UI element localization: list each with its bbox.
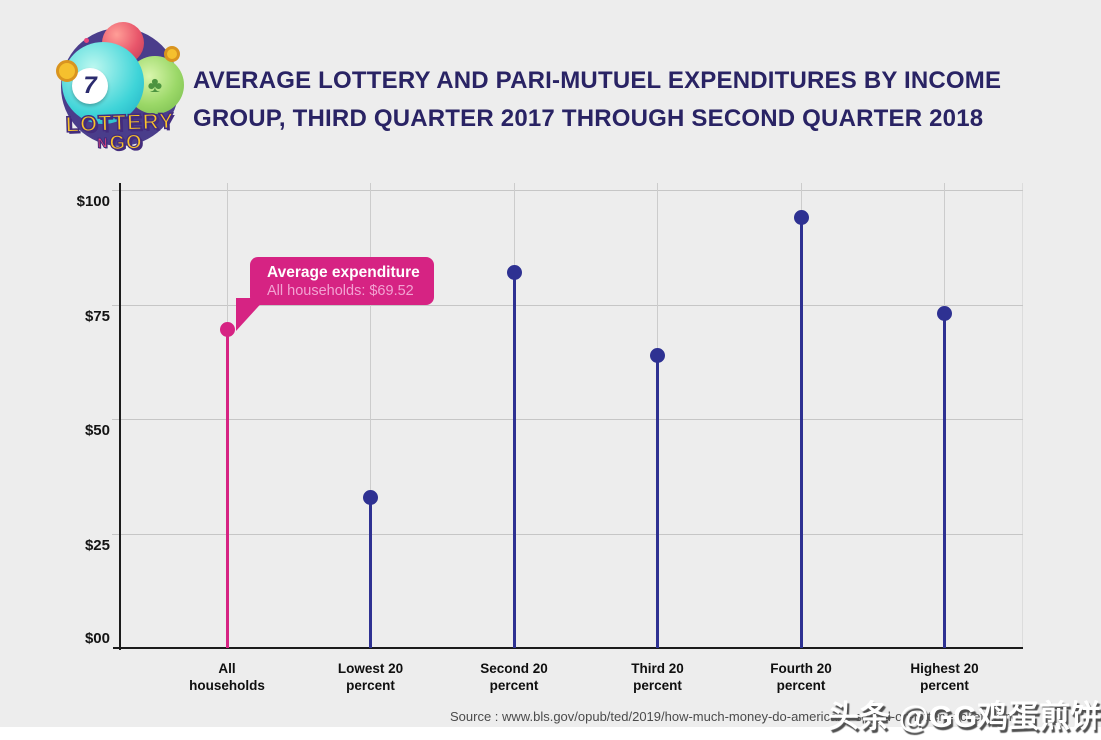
x-category-label: Highest 20 percent (865, 660, 1025, 694)
lollipop-stem (799, 217, 803, 649)
source-citation: Source : www.bls.gov/opub/ted/2019/how-m… (450, 709, 1019, 724)
y-tick-label: $75 (84, 308, 110, 325)
lollipop-stem (225, 329, 229, 649)
data-point (650, 347, 665, 363)
x-category-label-line: Second 20 (480, 661, 548, 676)
x-category-label-line: Fourth 20 (770, 661, 832, 676)
clover-icon: ♣ (147, 72, 163, 97)
gridline-horizontal (112, 534, 1023, 535)
gridline-horizontal (112, 305, 1023, 306)
data-point (219, 322, 235, 338)
lollipop-stem (512, 272, 516, 649)
annotation-title: Average expenditure (267, 264, 420, 281)
annotation-subtitle: All households: $69.52 (267, 283, 414, 299)
lollipop-stem (943, 313, 946, 649)
x-category-label-line: Highest 20 (910, 661, 979, 676)
chart-title-line2: GROUP, THIRD QUARTER 2017 THROUGH SECOND… (193, 105, 984, 132)
x-category-label-line: percent (489, 678, 539, 693)
x-category-label: Third 20 percent (578, 660, 738, 694)
x-category-label: Lowest 20 percent (291, 660, 451, 694)
annotation-callout: Average expenditure All households: $69.… (236, 257, 434, 331)
y-tick-label: $00 (84, 630, 110, 647)
x-category-label-line: Lowest 20 (337, 661, 404, 676)
y-tick-label: $100 (76, 193, 110, 210)
ball-number: 7 (83, 72, 97, 99)
confetti-dot (84, 38, 89, 43)
x-category-label: Fourth 20 percent (721, 660, 881, 694)
x-category-label: All households (147, 660, 307, 694)
x-category-label-line: percent (920, 678, 969, 693)
gold-coin-icon (56, 60, 78, 82)
lottery-n-go-logo: ♣ 7 LOTTERY NGO (50, 20, 190, 156)
y-tick-label: $50 (84, 422, 110, 439)
data-point (793, 210, 809, 225)
x-category-label: Second 20 percent (434, 660, 594, 694)
x-category-label-line: Third 20 (631, 661, 684, 676)
y-axis-line (119, 183, 121, 650)
chart-title: AVERAGE LOTTERY AND PARI-MUTUEL EXPENDIT… (193, 62, 1001, 138)
gridline-horizontal (112, 190, 1023, 191)
x-axis-line (113, 647, 1023, 649)
chart-title-line1: AVERAGE LOTTERY AND PARI-MUTUEL EXPENDIT… (193, 67, 1002, 94)
gridline-vertical (370, 183, 371, 648)
ball-number-badge: 7 (72, 68, 108, 104)
plot-right-border (1022, 183, 1023, 648)
toutiao-watermark: 头条 @GG鸡蛋煎饼 (828, 699, 1101, 734)
data-point (363, 489, 378, 505)
x-category-label-line: percent (346, 678, 395, 693)
x-category-label-line: percent (776, 678, 826, 693)
gold-coin-icon (164, 46, 180, 62)
confetti-dot (154, 118, 159, 123)
bottom-white-strip (0, 727, 1101, 740)
lollipop-stem (656, 355, 659, 649)
teal-lottery-ball-icon: 7 (62, 42, 144, 124)
annotation-tail-icon (236, 298, 266, 331)
data-point (937, 306, 952, 322)
gridline-horizontal (112, 419, 1023, 420)
x-category-label-line: All (218, 661, 236, 676)
x-category-label-line: households (189, 678, 265, 693)
y-tick-label: $25 (84, 537, 110, 554)
x-category-label-line: percent (633, 678, 682, 693)
data-point (506, 265, 522, 281)
lollipop-stem (369, 497, 372, 649)
